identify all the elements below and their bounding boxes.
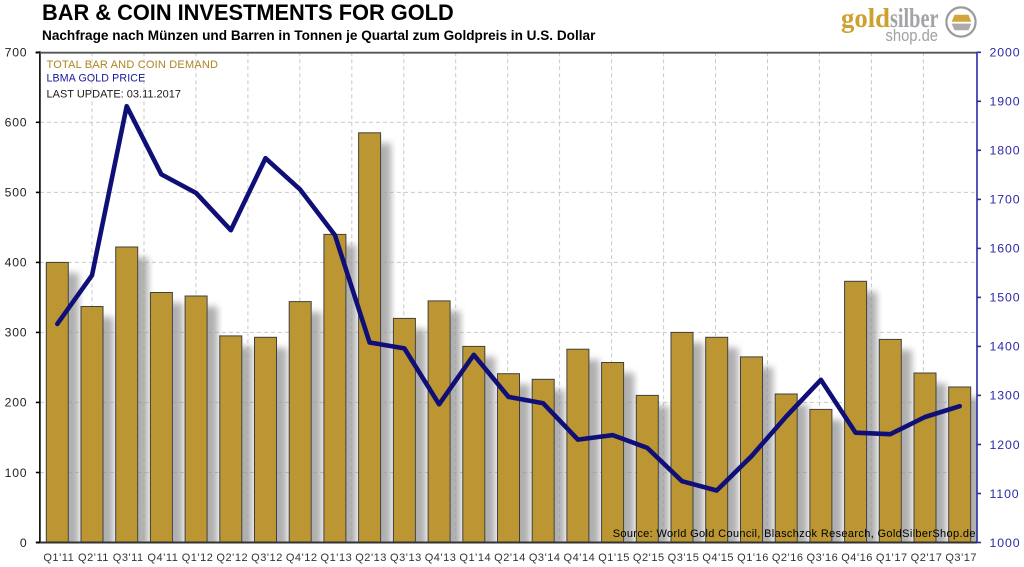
svg-text:Q3'15: Q3'15 (668, 552, 700, 564)
svg-text:Q3'12: Q3'12 (251, 552, 283, 564)
svg-text:1900: 1900 (990, 95, 1021, 109)
svg-text:Q3'17: Q3'17 (945, 552, 977, 564)
svg-text:0: 0 (20, 536, 28, 550)
svg-text:1800: 1800 (990, 144, 1021, 158)
svg-text:1600: 1600 (990, 242, 1021, 256)
svg-text:Q1'13: Q1'13 (321, 552, 353, 564)
svg-text:300: 300 (5, 326, 28, 340)
svg-text:Q3'16: Q3'16 (807, 552, 839, 564)
svg-text:LAST UPDATE: 03.11.2017: LAST UPDATE: 03.11.2017 (47, 89, 182, 101)
svg-text:BAR & COIN INVESTMENTS FOR GOL: BAR & COIN INVESTMENTS FOR GOLD (42, 0, 454, 25)
svg-text:1200: 1200 (990, 438, 1021, 452)
svg-text:2000: 2000 (990, 46, 1021, 60)
svg-text:1700: 1700 (990, 193, 1021, 207)
svg-text:Q1'16: Q1'16 (737, 552, 769, 564)
svg-text:Q2'11: Q2'11 (78, 552, 109, 564)
svg-text:400: 400 (5, 256, 28, 270)
svg-text:Q4'15: Q4'15 (702, 552, 734, 564)
svg-text:1500: 1500 (990, 291, 1021, 305)
svg-text:Q1'14: Q1'14 (459, 552, 491, 564)
svg-text:Q1'12: Q1'12 (182, 552, 214, 564)
svg-text:Q2'15: Q2'15 (633, 552, 665, 564)
svg-text:Q2'16: Q2'16 (772, 552, 804, 564)
svg-text:Q2'14: Q2'14 (494, 552, 526, 564)
svg-text:Q1'11: Q1'11 (43, 552, 74, 564)
svg-text:Q1'15: Q1'15 (598, 552, 630, 564)
svg-text:Nachfrage nach Münzen und Barr: Nachfrage nach Münzen und Barren in Tonn… (42, 28, 596, 43)
svg-text:1000: 1000 (990, 536, 1021, 550)
svg-text:TOTAL BAR AND COIN DEMAND: TOTAL BAR AND COIN DEMAND (47, 59, 219, 71)
svg-text:LBMA GOLD PRICE: LBMA GOLD PRICE (47, 73, 146, 85)
svg-text:Q4'14: Q4'14 (564, 552, 596, 564)
svg-text:Q2'13: Q2'13 (355, 552, 387, 564)
svg-text:Q4'11: Q4'11 (147, 552, 178, 564)
svg-text:Q2'17: Q2'17 (911, 552, 943, 564)
svg-text:shop.de: shop.de (886, 26, 939, 45)
svg-text:Q4'16: Q4'16 (841, 552, 873, 564)
svg-text:silber: silber (890, 2, 939, 33)
svg-text:100: 100 (5, 466, 28, 480)
svg-text:700: 700 (5, 46, 28, 60)
svg-text:600: 600 (5, 116, 28, 130)
svg-text:1400: 1400 (990, 340, 1021, 354)
svg-text:Q3'13: Q3'13 (390, 552, 422, 564)
svg-text:Source: World Gold Council, Bl: Source: World Gold Council, Blaschzok Re… (613, 528, 976, 540)
svg-text:1300: 1300 (990, 389, 1021, 403)
svg-text:Q1'17: Q1'17 (876, 552, 908, 564)
svg-text:gold: gold (841, 2, 890, 33)
svg-text:Q2'12: Q2'12 (216, 552, 248, 564)
svg-text:1100: 1100 (990, 487, 1020, 501)
svg-text:Q4'12: Q4'12 (286, 552, 318, 564)
svg-text:Q3'14: Q3'14 (529, 552, 561, 564)
svg-text:Q4'13: Q4'13 (425, 552, 457, 564)
svg-text:500: 500 (5, 186, 28, 200)
svg-text:200: 200 (5, 396, 28, 410)
svg-text:Q3'11: Q3'11 (113, 552, 144, 564)
